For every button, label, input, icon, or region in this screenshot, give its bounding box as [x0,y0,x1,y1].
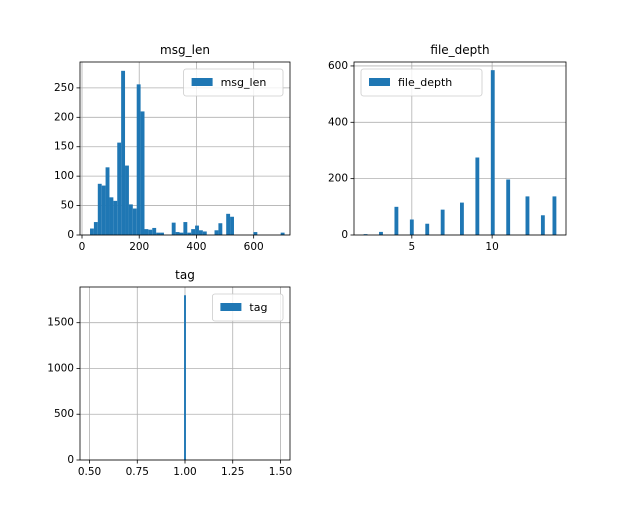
histogram-bar [230,216,234,235]
histogram-bar [183,222,188,235]
legend-label: file_depth [398,76,452,89]
histogram-bar [460,202,464,235]
x-tick-label: 200 [129,241,149,253]
x-tick-label: 1.00 [173,466,196,478]
histogram-bar [101,185,106,235]
histogram-bar [214,230,219,235]
x-tick-label: 10 [485,241,498,253]
histogram-bar [552,196,557,235]
histogram-bar [253,232,258,235]
y-tick-label: 500 [54,408,74,420]
x-tick-label: 0.75 [126,466,149,478]
histogram-bar [195,225,199,235]
legend-box [360,68,483,97]
legend-swatch [369,78,390,86]
histogram-bar [525,196,530,235]
histogram-bar [105,167,110,235]
histogram-bar [363,234,368,235]
legend: file_depth [360,68,483,97]
histogram-bar [113,200,118,235]
x-tick-label: 1.25 [221,466,244,478]
legend: msg_len [183,68,284,97]
histogram-bar [184,295,186,460]
histogram-bar [226,213,231,235]
y-tick-label: 400 [328,116,348,128]
histogram-bar [440,209,445,235]
histogram-bar [128,204,133,235]
y-tick-label: 0 [67,229,74,241]
y-tick-label: 250 [54,82,74,94]
histogram-bar [379,231,383,235]
y-tick-label: 100 [54,170,74,182]
y-tick-label: 150 [54,141,74,153]
histogram-bar [506,179,511,235]
x-tick-label: 400 [186,241,206,253]
histogram-bar [475,157,480,235]
y-tick-label: 200 [54,111,74,123]
histogram-bar [175,232,180,235]
y-tick-label: 200 [328,173,348,185]
histogram-bar [132,208,137,235]
histogram-bar [109,197,114,235]
histogram-bar [187,232,192,235]
histogram-bar [198,230,203,235]
histogram-bar [540,215,545,235]
histogram-bar [117,142,122,235]
legend: tag [211,293,284,322]
x-tick-label: 1.50 [269,466,292,478]
histogram-bar [191,229,196,235]
subplot-title: file_depth [430,43,489,57]
subplot-file-depth: 5 10 0 200 400 600 file_depth file_depth [328,43,567,253]
x-tick-label: 600 [244,241,264,253]
subplot-title: tag [175,268,195,282]
subplot-tag: 0.50 0.75 1.00 1.25 1.50 0 500 1000 1500 tag tag [47,268,292,478]
subplot-msg-len: 0 200 400 600 0 50 100 150 200 250 msg_len msg_len [54,43,291,253]
legend-swatch [191,78,213,86]
legend-label: tag [249,301,267,314]
x-tick-label: 0.50 [78,466,101,478]
histogram-bar [490,70,495,235]
histogram-bar [136,84,141,236]
histogram-bar [121,70,126,235]
histogram-bar [97,183,102,235]
histogram-bar [144,229,149,235]
bars [363,70,557,235]
x-tick-label: 0 [79,241,86,253]
histogram-bar [394,206,399,235]
legend-box [211,293,284,322]
bars [90,70,285,236]
histogram-bar [93,222,98,235]
subplot-title: msg_len [160,43,210,57]
histogram-bar [160,232,164,235]
histogram-bar [425,223,430,235]
histogram-bar [90,228,94,235]
histogram-bar [179,232,184,235]
legend-box [183,68,284,97]
histogram-bar [171,222,176,235]
y-tick-label: 0 [341,229,348,241]
y-tick-label: 0 [67,454,74,466]
histogram-bar [125,165,129,235]
y-tick-label: 1000 [47,362,74,374]
histogram-bar [202,231,207,235]
y-tick-label: 50 [61,200,74,212]
histogram-bar [140,111,145,235]
histogram-bar [156,232,161,235]
histogram-bar [152,227,157,235]
histogram-bar [280,232,285,235]
axes-frame [79,61,291,236]
y-tick-label: 600 [328,60,348,72]
histogram-bar [218,223,223,235]
axes-frame [353,61,567,236]
x-tick-label: 5 [408,241,415,253]
y-tick-label: 1500 [47,317,74,329]
legend-label: msg_len [221,76,267,89]
histogram-bar [148,229,153,235]
legend-swatch [220,303,242,311]
bars [184,295,186,460]
histogram-bar [409,219,414,235]
